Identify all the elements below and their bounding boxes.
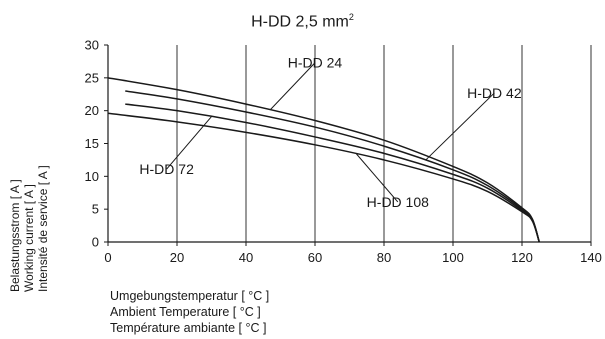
leader-line-h-dd-24	[269, 62, 316, 111]
x-tick-label: 120	[511, 250, 533, 265]
y-tick-label: 10	[85, 169, 99, 184]
x-tick-label: 60	[308, 250, 322, 265]
x-tick-label: 0	[104, 250, 111, 265]
series-line-h-dd-108	[107, 112, 540, 243]
series-label-h-dd-42: H-DD 42	[467, 85, 522, 101]
series-label-h-dd-108: H-DD 108	[367, 194, 429, 210]
y-axis-label-en: Working current [ A ]	[22, 184, 36, 292]
x-axis-label-en: Ambient Temperature [ °C ]	[110, 305, 261, 319]
series-line-h-dd-24	[107, 77, 540, 243]
leader-line-h-dd-108	[356, 153, 399, 203]
x-tick-label: 140	[580, 250, 602, 265]
series-line-h-dd-42	[125, 90, 540, 243]
series-label-h-dd-72: H-DD 72	[139, 161, 194, 177]
series-line-h-dd-72	[125, 103, 540, 243]
y-tick-label: 0	[92, 235, 99, 250]
y-tick-label: 20	[85, 103, 99, 118]
y-tick-label: 30	[85, 38, 99, 53]
x-axis-label-fr: Température ambiante [ °C ]	[110, 321, 267, 335]
x-tick-label: 100	[442, 250, 464, 265]
x-axis-label-de: Umgebungstemperatur [ °C ]	[110, 289, 270, 303]
x-tick-label: 80	[377, 250, 391, 265]
y-axis-label-fr: Intensité de service [ A ]	[36, 165, 50, 292]
y-tick-label: 5	[92, 202, 99, 217]
y-tick-label: 25	[85, 70, 99, 85]
x-tick-label: 40	[239, 250, 253, 265]
series-label-h-dd-24: H-DD 24	[288, 55, 343, 71]
leader-line-h-dd-72	[166, 116, 212, 170]
chart-title: H-DD 2,5 mm2	[251, 12, 354, 31]
y-tick-label: 15	[85, 136, 99, 151]
y-axis-label-de: Belastungsstrom [ A ]	[8, 179, 22, 292]
x-tick-label: 20	[170, 250, 184, 265]
leader-line-h-dd-42	[425, 92, 495, 161]
